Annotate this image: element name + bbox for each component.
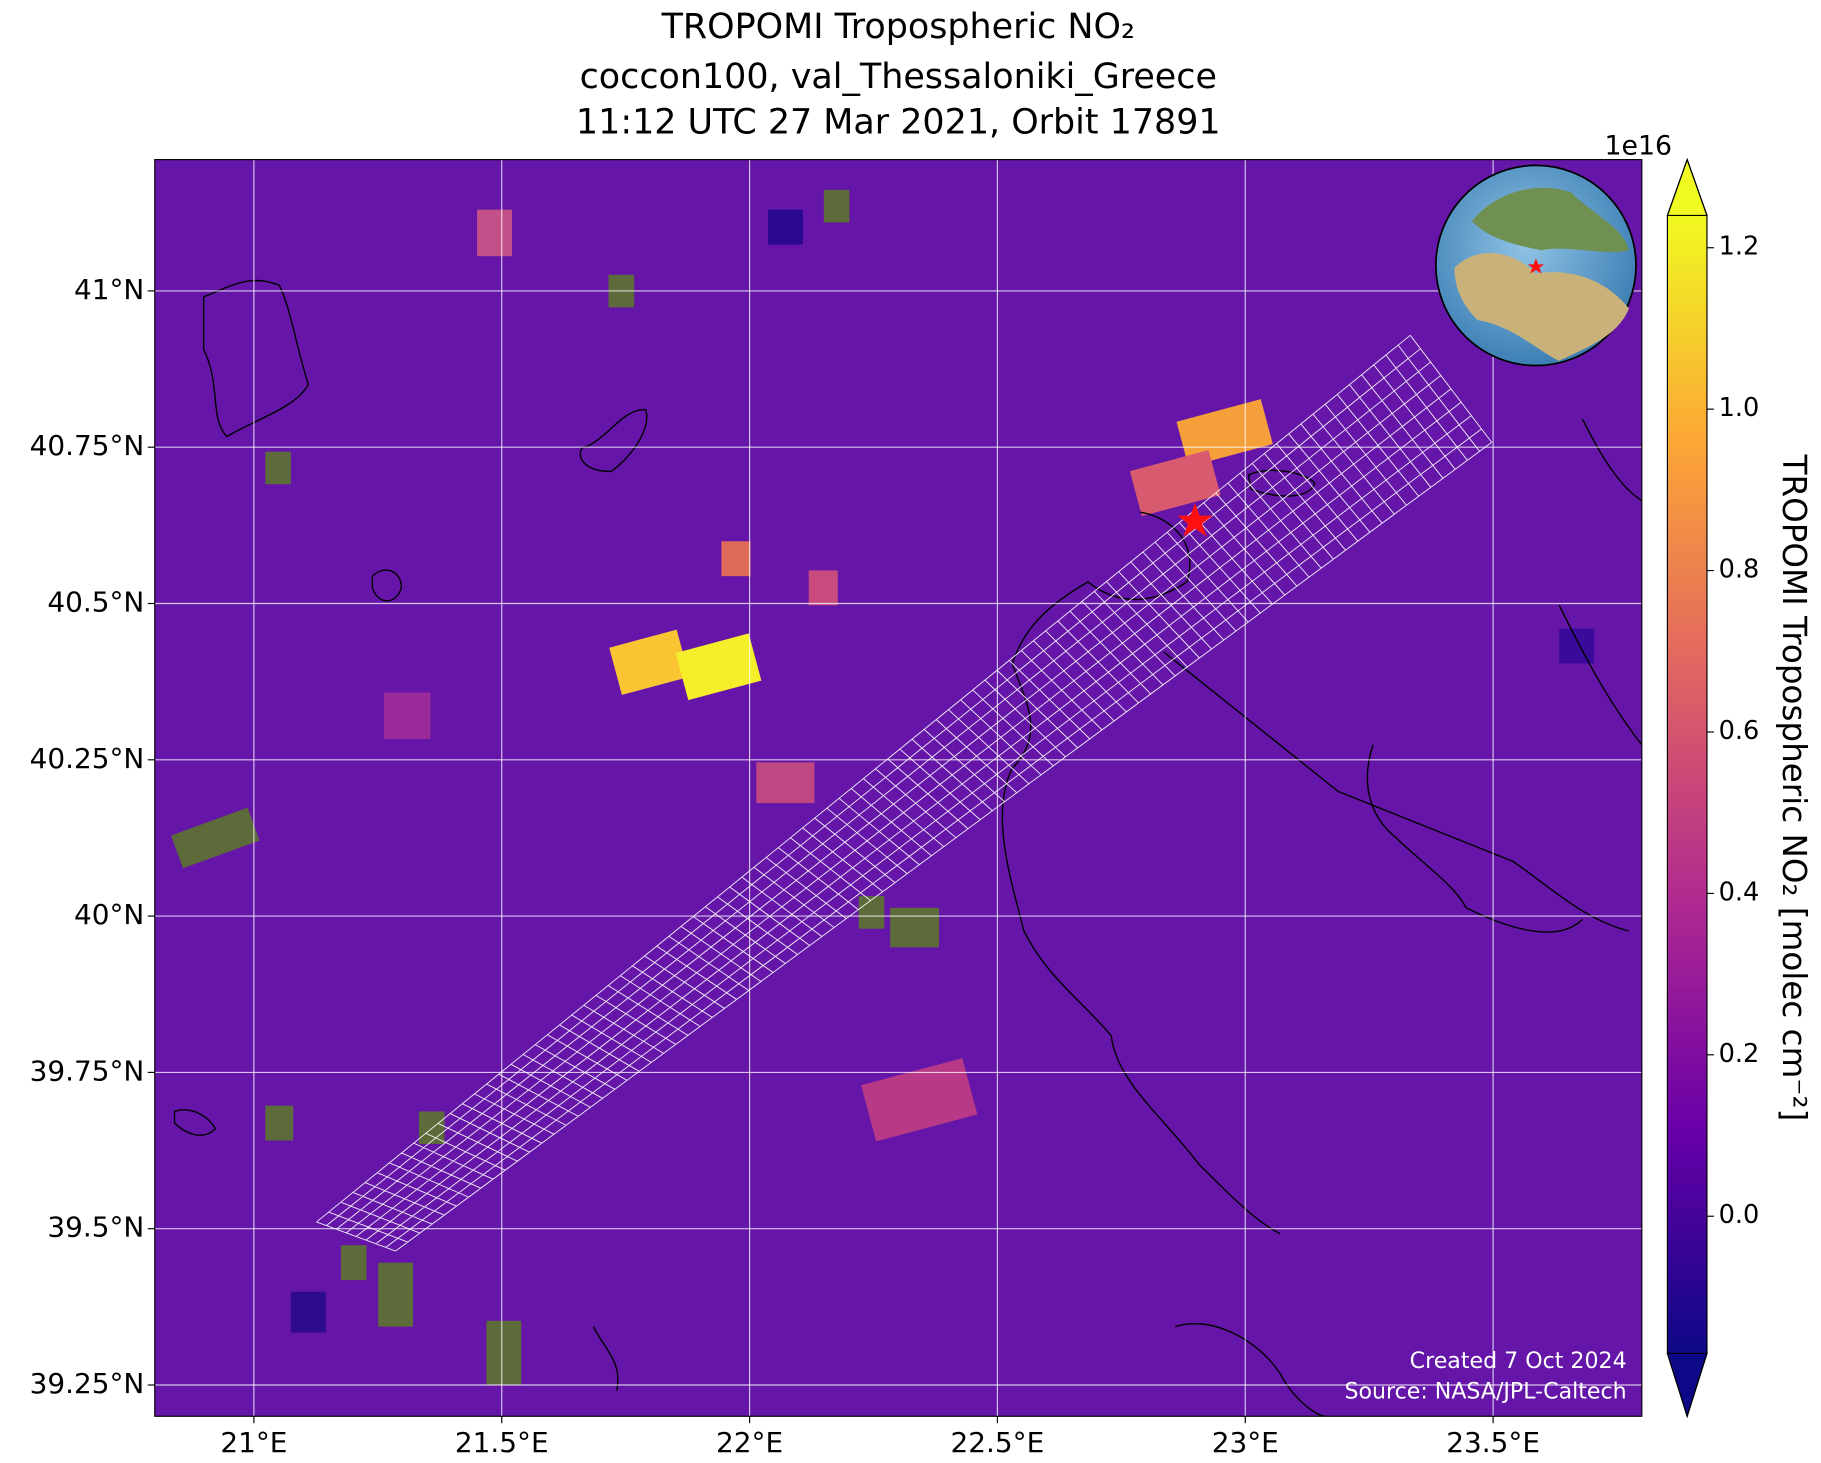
colorbar-extend-min: [1666, 1352, 1708, 1419]
title-line: TROPOMI Tropospheric NO₂: [661, 7, 1135, 47]
colorbar-label: TROPOMI Tropospheric NO₂ [molec cm⁻²]: [1775, 454, 1813, 1122]
y-tick-label: 40°N: [74, 898, 144, 931]
title-line: coccon100, val_Thessaloniki_Greece: [580, 57, 1217, 97]
colorbar-tick-label: 0.0: [1719, 1200, 1760, 1230]
colorbar: 0.0 0.2 0.4 0.6 0.8 1.0 1.2: [1666, 157, 1760, 1419]
y-tick-label: 39.5°N: [47, 1211, 144, 1244]
map-frame: [154, 159, 1643, 1417]
x-tick-label: 23.5°E: [1446, 1426, 1540, 1459]
footprint-mesh: [316, 334, 1493, 1252]
x-tick-label: 22°E: [716, 1426, 783, 1459]
colorbar-tick-label: 0.8: [1719, 555, 1760, 585]
x-tick-label: 23°E: [1212, 1426, 1279, 1459]
y-tick-label: 40.75°N: [30, 429, 145, 462]
colorbar-body: [1667, 215, 1707, 1354]
title-line: 11:12 UTC 27 Mar 2021, Orbit 17891: [576, 103, 1221, 143]
y-tick-label: 41°N: [74, 273, 144, 306]
x-tick-label: 21°E: [220, 1426, 287, 1459]
coastlines: [173, 279, 1642, 1417]
x-tick-label: 21.5°E: [455, 1426, 549, 1459]
site-marker: [1177, 502, 1213, 537]
x-tick-label: 22.5°E: [951, 1426, 1045, 1459]
coccon-footprints: [316, 334, 1493, 1252]
credit-text: Source: NASA/JPL-Caltech: [1344, 1378, 1626, 1404]
map-area: [154, 159, 1642, 1417]
y-tick-label: 40.25°N: [30, 742, 145, 775]
colorbar-tick-label: 0.6: [1719, 716, 1760, 746]
no2-pixels: [290, 209, 1595, 1333]
colorbar-tick-label: 1.2: [1719, 232, 1760, 262]
gridlines: [154, 159, 1642, 1417]
credit-text: Created 7 Oct 2024: [1410, 1348, 1627, 1374]
colorbar-offset: 1e16: [1605, 130, 1673, 161]
y-tick-label: 40.5°N: [47, 585, 144, 618]
inset-globe: [1434, 164, 1637, 367]
colorbar-tick-label: 0.2: [1719, 1039, 1760, 1069]
colorbar-tick-label: 0.4: [1719, 877, 1760, 907]
colorbar-extend-max: [1666, 157, 1708, 217]
y-tick-label: 39.25°N: [30, 1367, 145, 1400]
y-tick-label: 39.75°N: [30, 1054, 145, 1087]
colorbar-tick-label: 1.0: [1719, 393, 1760, 423]
